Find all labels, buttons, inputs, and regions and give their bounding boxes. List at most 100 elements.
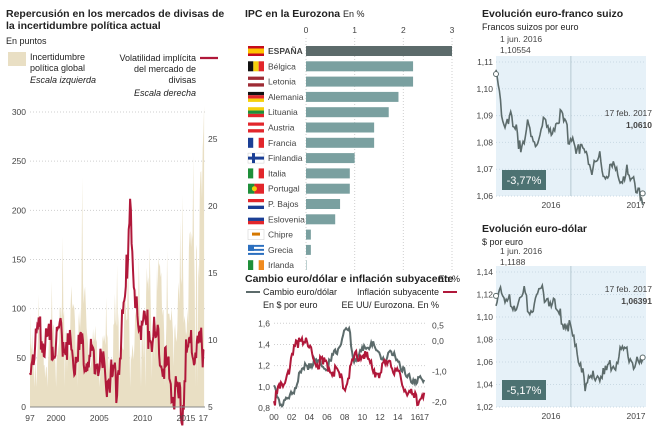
legend-eurodollar-label: Cambio euro/dólar	[263, 287, 337, 297]
x-tick: 02	[287, 412, 297, 422]
flag-icon	[248, 214, 264, 225]
bar	[306, 199, 341, 209]
flag-icon	[248, 199, 264, 209]
category-label: Grecia	[268, 245, 293, 255]
category-label: Lituania	[268, 107, 298, 117]
y-tick: 1,06	[476, 191, 493, 201]
x-tick: 12	[375, 412, 385, 422]
y-tick: 1,12	[476, 290, 493, 300]
start-date-label: 1 jun. 2016	[500, 246, 542, 256]
x-tick: 2005	[90, 413, 109, 423]
y-right-tick: 0,0	[432, 336, 444, 346]
legend-uncertainty-note: Escala izquierda	[30, 75, 96, 85]
flag-icon	[248, 168, 264, 179]
category-label: Finlandia	[268, 153, 303, 163]
y-tick: 1,10	[476, 312, 493, 322]
y-right-tick: 15	[208, 268, 218, 278]
chart1-title-line1: Repercusión en los mercados de divisas d…	[6, 8, 224, 20]
start-marker	[493, 71, 499, 78]
y-right-tick: 10	[208, 335, 218, 345]
x-tick: 08	[340, 412, 350, 422]
y-tick: 1,14	[476, 267, 493, 277]
y-tick: 1,11	[477, 57, 493, 67]
start-date-label: 1 jun. 2016	[500, 34, 542, 44]
flag-icon	[248, 260, 264, 270]
change-badge	[502, 380, 546, 400]
y-right-tick: 25	[208, 134, 218, 144]
flag-icon	[248, 76, 264, 87]
flag-icon	[248, 91, 264, 102]
bar	[306, 122, 375, 133]
y-tick: 1,08	[476, 335, 493, 345]
x-tick: 2	[401, 25, 406, 35]
chart1-title-line2: la incertidumbre política actual	[6, 20, 161, 32]
y-right-tick: -1,0	[432, 366, 447, 376]
category-label: Italia	[268, 168, 286, 178]
legend-inflation-label: Inflación subyacente	[357, 287, 439, 297]
y-tick: 1,06	[476, 357, 493, 367]
category-label: Francia	[268, 138, 297, 148]
y-tick: 1,10	[476, 84, 493, 94]
chart-ipc-eurozona: IPC en la Eurozona En % 0 1 2 3 ESPAÑA Bélgic…	[245, 8, 455, 270]
bar	[306, 168, 350, 179]
bar	[306, 153, 355, 164]
chart2-title: IPC en la Eurozona	[245, 8, 340, 20]
end-date-label: 17 feb. 2017	[605, 108, 653, 118]
x-tick: 16	[411, 412, 421, 422]
x-tick: 06	[322, 412, 332, 422]
flag-icon	[247, 229, 265, 240]
bar	[306, 137, 375, 148]
x-tick: 3	[450, 25, 455, 35]
volatility-line	[29, 198, 205, 426]
legend-uncertainty-label-1: Incertidumbre	[30, 52, 85, 62]
x-tick: 17	[199, 413, 209, 423]
legend-volatility-label-2: del mercado de	[134, 64, 196, 74]
chart-euro-dollar: Evolución euro-dólar $ por euro 1,02 1,04…	[476, 223, 652, 421]
y-right-tick: 5	[208, 402, 213, 412]
start-marker	[493, 292, 499, 299]
flag-icon	[248, 244, 264, 255]
fx-line	[495, 69, 644, 205]
x-tick: 10	[358, 412, 368, 422]
x-tick: 04	[305, 412, 315, 422]
x-tick: 2015	[176, 413, 195, 423]
inflation-line	[273, 334, 426, 407]
legend-volatility-label-1: Volatilidad implícita	[119, 53, 196, 63]
x-tick: 2016	[542, 200, 561, 210]
bar	[306, 91, 399, 102]
category-label: Letonia	[268, 77, 296, 87]
end-value: 1,0610	[626, 120, 652, 130]
legend-volatility-label-3: divisas	[168, 75, 196, 85]
bar	[306, 46, 452, 56]
flag-icon	[248, 61, 264, 72]
bar	[306, 183, 350, 194]
flag-icon	[248, 122, 264, 133]
end-marker	[639, 354, 646, 361]
bar	[306, 244, 311, 255]
y-left-tick: 250	[12, 156, 26, 166]
bar	[306, 229, 311, 240]
chart4-unit: Francos suizos por euro	[482, 22, 579, 32]
change-badge	[502, 170, 546, 190]
bar	[306, 214, 336, 225]
chart5-unit: $ por euro	[482, 237, 523, 247]
fx-line	[495, 282, 644, 392]
flag-icon	[248, 107, 264, 118]
y-tick: 1,07	[476, 164, 493, 174]
category-label: Alemania	[268, 92, 304, 102]
bar	[306, 107, 389, 118]
y-left-tick: 0,8	[258, 403, 270, 413]
chart-eurodollar-inflation: Cambio euro/dólar e inflación subyacente…	[245, 273, 460, 422]
y-tick: 1,04	[476, 380, 493, 390]
flag-icon	[248, 137, 264, 148]
category-label: Irlanda	[268, 260, 294, 270]
x-tick: 2000	[47, 413, 66, 423]
bar	[306, 260, 307, 270]
start-value: 1,10554	[500, 45, 531, 55]
x-tick: 2016	[542, 411, 561, 421]
y-left-tick: 200	[12, 205, 26, 215]
x-tick: 2010	[133, 413, 152, 423]
y-left-tick: 50	[17, 353, 27, 363]
chart-euro-franc: Evolución euro-franco suizo Francos suiz…	[476, 8, 653, 210]
y-left-tick: 300	[12, 107, 26, 117]
